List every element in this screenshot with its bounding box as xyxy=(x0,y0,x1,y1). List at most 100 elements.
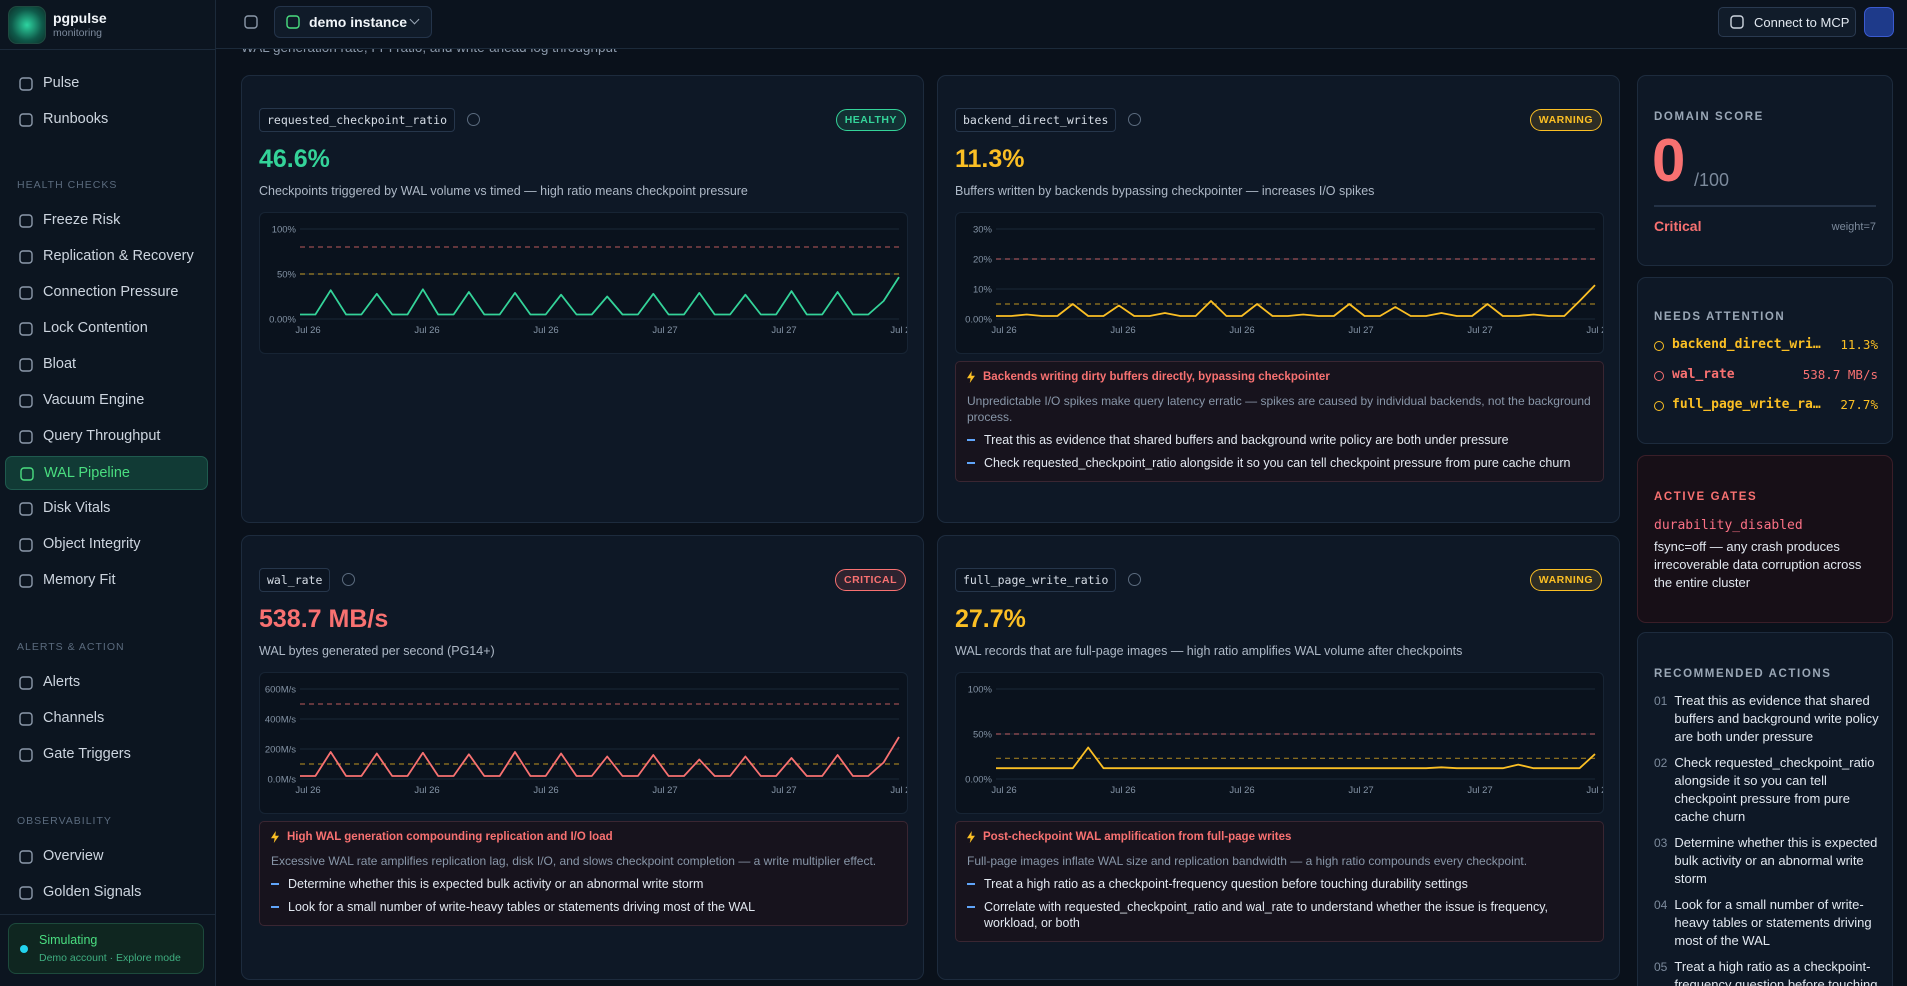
nav-label: Lock Contention xyxy=(43,320,148,336)
nav-item[interactable]: WAL Pipeline xyxy=(5,456,208,490)
nav-item[interactable]: Pulse xyxy=(5,67,208,101)
metric-chip: wal_rate xyxy=(259,568,331,592)
info-icon[interactable] xyxy=(1128,573,1141,586)
divider xyxy=(1654,205,1876,207)
icon-shape xyxy=(19,850,33,864)
alert-action: Determine whether this is expected bulk … xyxy=(271,876,896,892)
arrow xyxy=(967,439,975,441)
nav-item[interactable]: Freeze Risk xyxy=(5,204,208,238)
nav-item[interactable]: Memory Fit xyxy=(5,564,208,598)
info-icon[interactable] xyxy=(342,573,355,586)
attention-value: 11.3% xyxy=(1840,337,1878,352)
alert-body: Excessive WAL rate amplifies replication… xyxy=(271,854,877,868)
action-num: 03 xyxy=(1654,836,1668,850)
instance-select[interactable]: demo instance xyxy=(274,6,432,38)
icon-shape xyxy=(19,430,33,444)
y-tick-label: 0.00% xyxy=(269,315,296,326)
sparkline: 0.00% 10% 20% 30% Jul 26 Jul 26 Jul 26 Jul 27 Ju… xyxy=(965,225,1603,337)
nav-item[interactable]: Bloat xyxy=(5,348,208,382)
nav-item[interactable]: Disk Vitals xyxy=(5,492,208,526)
status-badge: WARNING xyxy=(1529,109,1602,131)
score-value: 0 xyxy=(1652,127,1686,194)
nav-item[interactable]: Connection Pressure xyxy=(5,276,208,310)
section-title: HEALTH CHECKS xyxy=(17,179,118,191)
metric-chip: full_page_write_ratio xyxy=(955,568,1117,592)
actions-title: RECOMMENDED ACTIONS xyxy=(1654,668,1832,680)
metric-value: 46.6% xyxy=(259,145,330,173)
metric-card: backend_direct_writes WARNING 11.3% Buffers… xyxy=(937,75,1620,523)
connect-button[interactable]: Connect to MCP xyxy=(1718,7,1856,37)
action-text: Determine whether this is expected bulk … xyxy=(1674,835,1878,886)
attention-title: NEEDS ATTENTION xyxy=(1654,311,1786,323)
status-sub: Demo account · Explore mode xyxy=(39,952,181,964)
alert-action: Treat this as evidence that shared buffe… xyxy=(967,432,1592,448)
chevron xyxy=(409,14,420,25)
icon-shape xyxy=(19,712,33,726)
arrow xyxy=(967,906,975,908)
x-tick-label: Jul 26 xyxy=(991,325,1016,336)
alert-body: Unpredictable I/O spikes make query late… xyxy=(967,394,1591,424)
nav-item[interactable]: Lock Contention xyxy=(5,312,208,346)
nav-item[interactable]: Golden Signals xyxy=(5,876,208,910)
attention-dot xyxy=(1654,371,1664,381)
score-status: Critical xyxy=(1654,218,1702,234)
action-num: 02 xyxy=(1654,756,1668,770)
icon xyxy=(19,538,33,552)
series-line xyxy=(300,276,900,316)
score-label: DOMAIN SCORE xyxy=(1654,111,1764,123)
y-tick-label: 10% xyxy=(973,285,993,296)
nav-item[interactable]: Runbooks xyxy=(5,103,208,137)
info-icon[interactable] xyxy=(467,113,480,126)
nav-item[interactable]: Gate Triggers xyxy=(5,738,208,772)
metric-card: wal_rate CRITICAL 538.7 MB/s WAL bytes gene… xyxy=(241,535,924,980)
alert-icon xyxy=(271,831,279,843)
action-item: 01 Treat this as evidence that shared buf… xyxy=(1654,692,1882,746)
icon-shape xyxy=(19,748,33,762)
metric-chip: requested_checkpoint_ratio xyxy=(259,108,456,132)
sidebar-toggle[interactable] xyxy=(243,14,261,32)
gates-title: ACTIVE GATES xyxy=(1654,491,1758,503)
action-text: Look for a small number of write-heavy t… xyxy=(288,900,756,914)
alert-title-row: Post-checkpoint WAL amplification from f… xyxy=(967,831,1592,843)
x-tick-label: Jul 26 xyxy=(1110,325,1135,336)
metric-description: Checkpoints triggered by WAL volume vs t… xyxy=(259,184,748,198)
nav-item[interactable]: Query Throughput xyxy=(5,420,208,454)
arrow xyxy=(271,883,279,885)
series-line xyxy=(300,736,900,777)
avatar[interactable] xyxy=(1864,7,1894,37)
nav-item[interactable]: Replication & Recovery xyxy=(5,240,208,274)
alert-icon xyxy=(967,831,975,843)
icon xyxy=(19,214,33,228)
icon-shape xyxy=(19,77,33,91)
nav-item[interactable]: Alerts xyxy=(5,666,208,700)
icon xyxy=(19,886,33,900)
alert-title: Post-checkpoint WAL amplification from f… xyxy=(983,831,1292,843)
icon xyxy=(19,712,33,726)
nav-item[interactable]: Channels xyxy=(5,702,208,736)
x-tick-label: Jul 26 xyxy=(295,785,320,796)
x-tick-label: Jul 27 xyxy=(1467,785,1492,796)
info-icon[interactable] xyxy=(1128,113,1141,126)
icon xyxy=(19,250,33,264)
action-text: Treat this as evidence that shared buffe… xyxy=(984,433,1509,447)
nav-label: Disk Vitals xyxy=(43,500,111,516)
nav-item[interactable]: Overview xyxy=(5,840,208,874)
icon xyxy=(19,113,33,127)
series-line xyxy=(996,284,1596,317)
alert-title-row: High WAL generation compounding replicat… xyxy=(271,831,896,843)
gates-card: ACTIVE GATES durability_disabled fsync=off… xyxy=(1637,455,1893,623)
icon-shape xyxy=(19,574,33,588)
action-num: 05 xyxy=(1654,960,1668,974)
icon xyxy=(286,15,300,29)
x-tick-label: Jul 27 xyxy=(771,785,796,796)
chart-box: 0.00% 10% 20% 30% Jul 26 Jul 26 Jul 26 Jul 27 Ju… xyxy=(955,212,1604,354)
nav-item[interactable]: Vacuum Engine xyxy=(5,384,208,418)
topbar: demo instance Connect to MCP xyxy=(216,0,1907,49)
nav-label: Runbooks xyxy=(43,111,109,127)
nav-label: Replication & Recovery xyxy=(43,248,194,264)
nav-item[interactable]: Object Integrity xyxy=(5,528,208,562)
score-weight: weight=7 xyxy=(1831,221,1876,233)
nav-label: Memory Fit xyxy=(43,572,116,588)
chart-box: 0.00% 50% 100% Jul 26 Jul 26 Jul 26 Jul 27 Jul … xyxy=(955,672,1604,814)
